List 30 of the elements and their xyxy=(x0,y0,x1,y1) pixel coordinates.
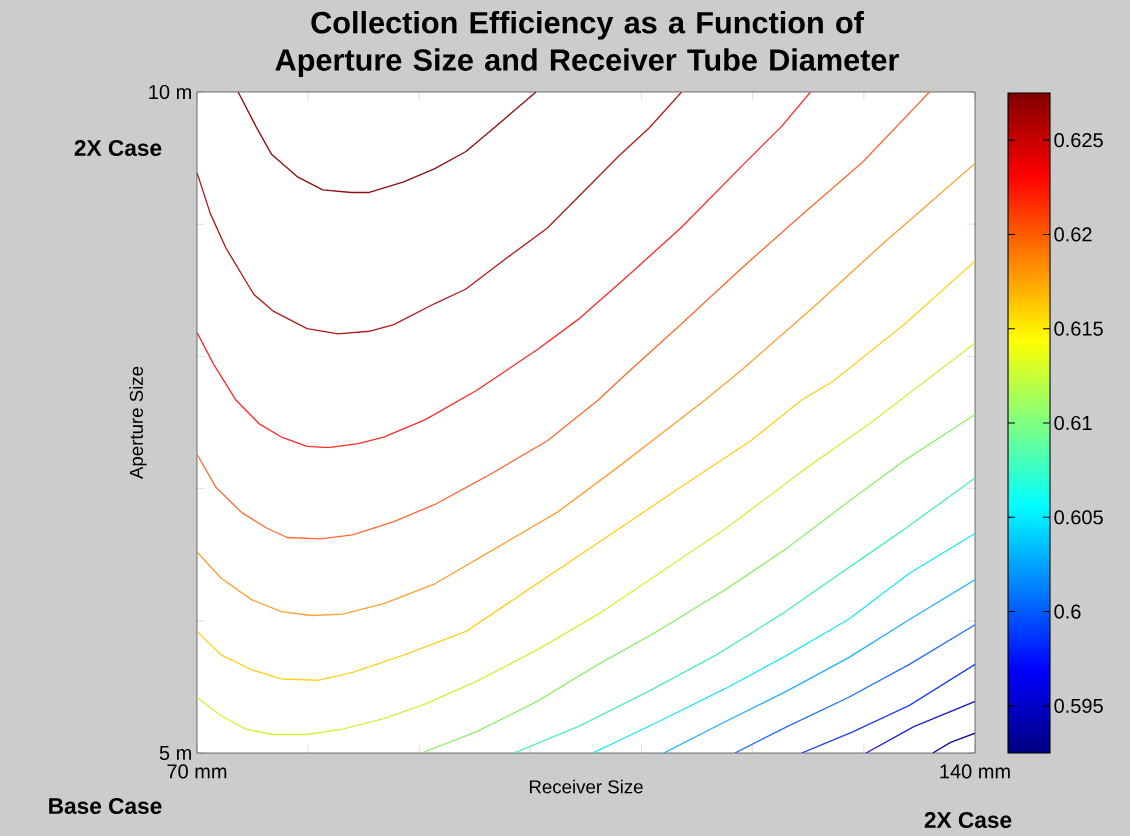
line-series xyxy=(513,477,975,753)
line-series xyxy=(197,92,683,335)
x-tick-label: 70 mm xyxy=(167,764,227,779)
chart-title: Collection Efficiency as a Function of Aperture Size and Receiver Tube Diameter xyxy=(275,11,899,77)
line-series xyxy=(734,624,975,753)
line-series xyxy=(420,413,975,753)
x-tick-label: 140 mm xyxy=(940,764,1010,779)
line-series xyxy=(197,92,931,540)
line-series xyxy=(197,162,975,617)
color-bar-label: 0.615 xyxy=(1054,321,1103,336)
y-tick-label: 5 m xyxy=(159,746,191,760)
line-series xyxy=(197,260,975,681)
color-bar-label: 0.6 xyxy=(1054,604,1081,619)
line-series xyxy=(592,532,975,753)
text: 2X Case xyxy=(74,139,162,157)
color-bar-label: 0.605 xyxy=(1054,510,1103,525)
text: Base Case xyxy=(49,797,162,815)
color-bar-label: 0.61 xyxy=(1054,415,1092,431)
y-tick-label: 10 m xyxy=(149,84,191,100)
y-axis-title: Aperture Size xyxy=(129,366,147,480)
x-axis-title: Receiver Size xyxy=(529,779,643,794)
color-bar-label: 0.595 xyxy=(1054,698,1103,713)
line-series xyxy=(197,342,975,736)
line-series xyxy=(663,579,975,753)
line-series xyxy=(197,92,812,449)
line-series xyxy=(237,92,537,194)
line-series xyxy=(800,663,975,753)
color-bar-label: 0.625 xyxy=(1054,133,1103,148)
text: 2X Case xyxy=(924,811,1012,829)
color-bar-label: 0.62 xyxy=(1054,227,1092,242)
